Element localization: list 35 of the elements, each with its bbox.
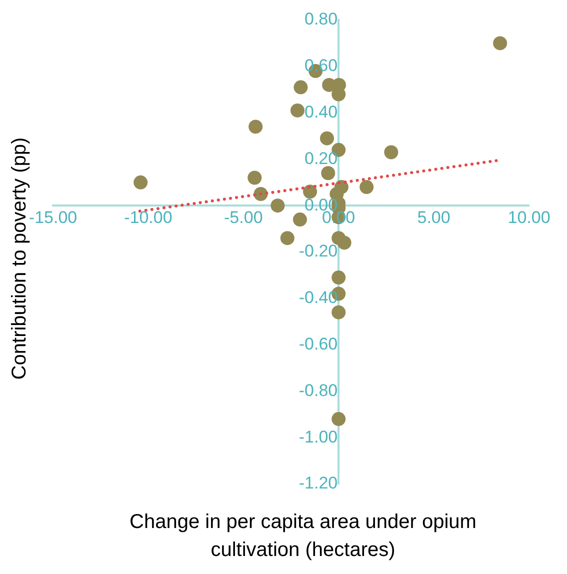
y-tick-label: 0.80 — [304, 10, 338, 29]
point — [280, 231, 294, 246]
y-tick-label: 0.40 — [304, 102, 338, 122]
x-tick-label: -5.00 — [224, 208, 263, 227]
point — [303, 184, 318, 199]
y-tick-label: -0.40 — [298, 288, 338, 308]
y-tick-label: -0.20 — [298, 242, 338, 261]
point — [332, 412, 346, 426]
point — [332, 305, 346, 320]
x-tick-label: -15.00 — [28, 208, 78, 227]
y-axis-title: Contribution to poverty (pp) — [8, 136, 30, 380]
point — [248, 120, 263, 134]
x-tick-label: 10.00 — [508, 208, 550, 227]
point — [134, 175, 148, 190]
x-tick-label: 5.00 — [417, 208, 450, 227]
point — [384, 145, 398, 160]
x-axis-title: Change in per capita area under opium cultivation (hectares) — [128, 510, 478, 563]
point — [294, 80, 308, 94]
point — [321, 166, 336, 180]
y-tick-label: -0.80 — [298, 380, 338, 400]
point — [320, 131, 334, 146]
point — [248, 170, 262, 185]
point — [292, 212, 307, 227]
point — [332, 270, 346, 285]
y-tick-label: -0.60 — [298, 334, 338, 354]
point — [360, 180, 374, 194]
y-tick-label: 0.60 — [304, 56, 338, 76]
point — [493, 36, 508, 50]
y-tick-label: 0.20 — [304, 148, 338, 168]
x-tick-label: -10.00 — [124, 208, 172, 227]
y-tick-label: -1.00 — [298, 427, 338, 446]
y-tick-label: -1.20 — [298, 474, 338, 493]
point — [337, 236, 352, 250]
point — [290, 103, 304, 118]
point — [270, 198, 285, 213]
